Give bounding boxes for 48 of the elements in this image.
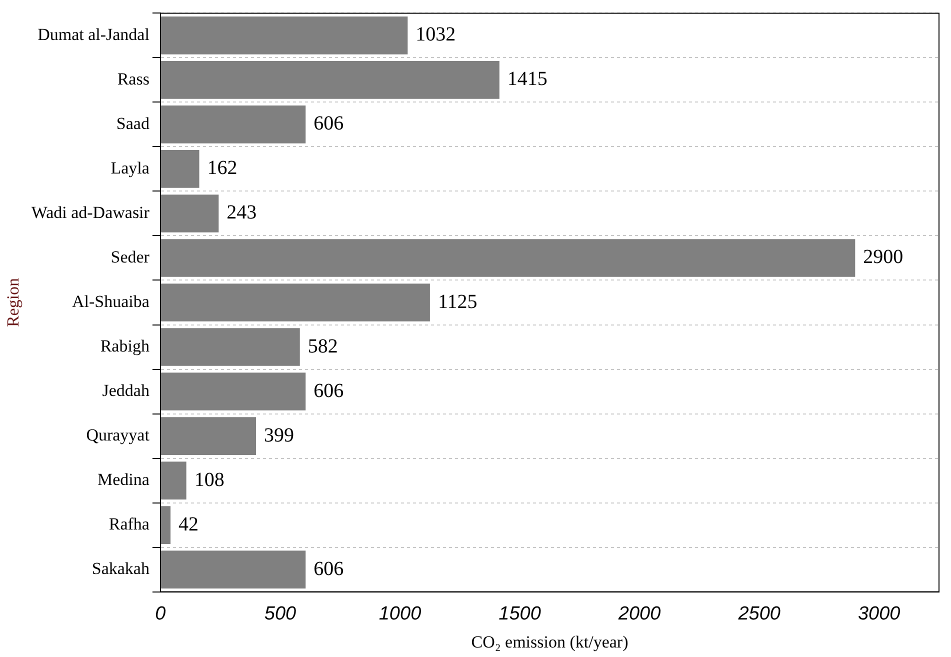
y-tick-label: Layla <box>110 158 150 178</box>
bar <box>160 239 856 277</box>
y-tick-label: Dumat al-Jandal <box>38 24 150 44</box>
x-tick-label: 2500 <box>737 603 781 624</box>
bar <box>160 194 219 232</box>
bar <box>160 106 306 144</box>
x-tick-label: 2000 <box>617 603 662 624</box>
y-tick-label: Rabigh <box>100 336 150 356</box>
y-axis-title: Region <box>4 277 23 328</box>
y-tick-label: Seder <box>110 247 150 266</box>
data-label: 582 <box>308 335 338 358</box>
bar <box>160 417 256 455</box>
bar <box>160 372 306 410</box>
bar <box>160 16 408 54</box>
data-label: 162 <box>207 157 238 180</box>
data-label: 2900 <box>863 246 904 268</box>
y-tick-label: Al-Shuaiba <box>72 292 150 311</box>
data-label: 399 <box>264 424 294 446</box>
bar <box>160 328 300 366</box>
bar <box>160 150 200 188</box>
y-tick-label: Qurayyat <box>86 425 150 444</box>
bar <box>160 506 171 544</box>
x-tick-label: 1000 <box>378 603 422 624</box>
data-label: 606 <box>314 112 344 135</box>
data-label: 606 <box>314 380 344 402</box>
x-tick-label: 0 <box>155 603 166 624</box>
bar <box>160 550 306 588</box>
y-tick-label: Rafha <box>108 514 150 534</box>
data-label: 108 <box>194 468 224 491</box>
y-tick-label: Sakakah <box>92 559 150 578</box>
y-tick-label: Saad <box>116 114 150 133</box>
bar <box>160 284 430 322</box>
bar <box>160 61 500 99</box>
data-label: 606 <box>314 558 344 580</box>
y-tick-label: Wadi ad-Dawasir <box>31 202 150 222</box>
data-label: 42 <box>178 513 199 536</box>
data-label: 1125 <box>438 290 478 313</box>
x-tick-label: 500 <box>264 603 297 624</box>
x-axis-title: CO₂ emission (kt/year) <box>471 632 628 652</box>
bar <box>160 462 186 500</box>
y-tick-label: Jeddah <box>102 380 150 400</box>
y-tick-label: Rass <box>117 69 150 88</box>
x-tick-label: 1500 <box>498 603 542 624</box>
data-label: 1415 <box>507 68 548 90</box>
data-label: 1032 <box>416 24 456 46</box>
data-label: 243 <box>226 202 257 224</box>
y-tick-label: Medina <box>98 470 150 489</box>
x-tick-label: 3000 <box>858 603 901 624</box>
